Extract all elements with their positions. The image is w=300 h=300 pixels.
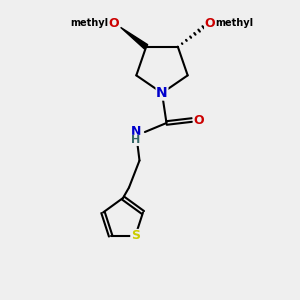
Text: O: O xyxy=(109,17,119,30)
Text: S: S xyxy=(131,230,140,242)
Text: H: H xyxy=(131,135,140,146)
Text: methyl: methyl xyxy=(70,19,109,28)
Text: N: N xyxy=(131,125,141,139)
Polygon shape xyxy=(121,27,148,49)
Text: O: O xyxy=(205,17,215,30)
Text: O: O xyxy=(193,113,204,127)
Text: N: N xyxy=(156,86,168,100)
Text: methyl: methyl xyxy=(215,19,253,28)
